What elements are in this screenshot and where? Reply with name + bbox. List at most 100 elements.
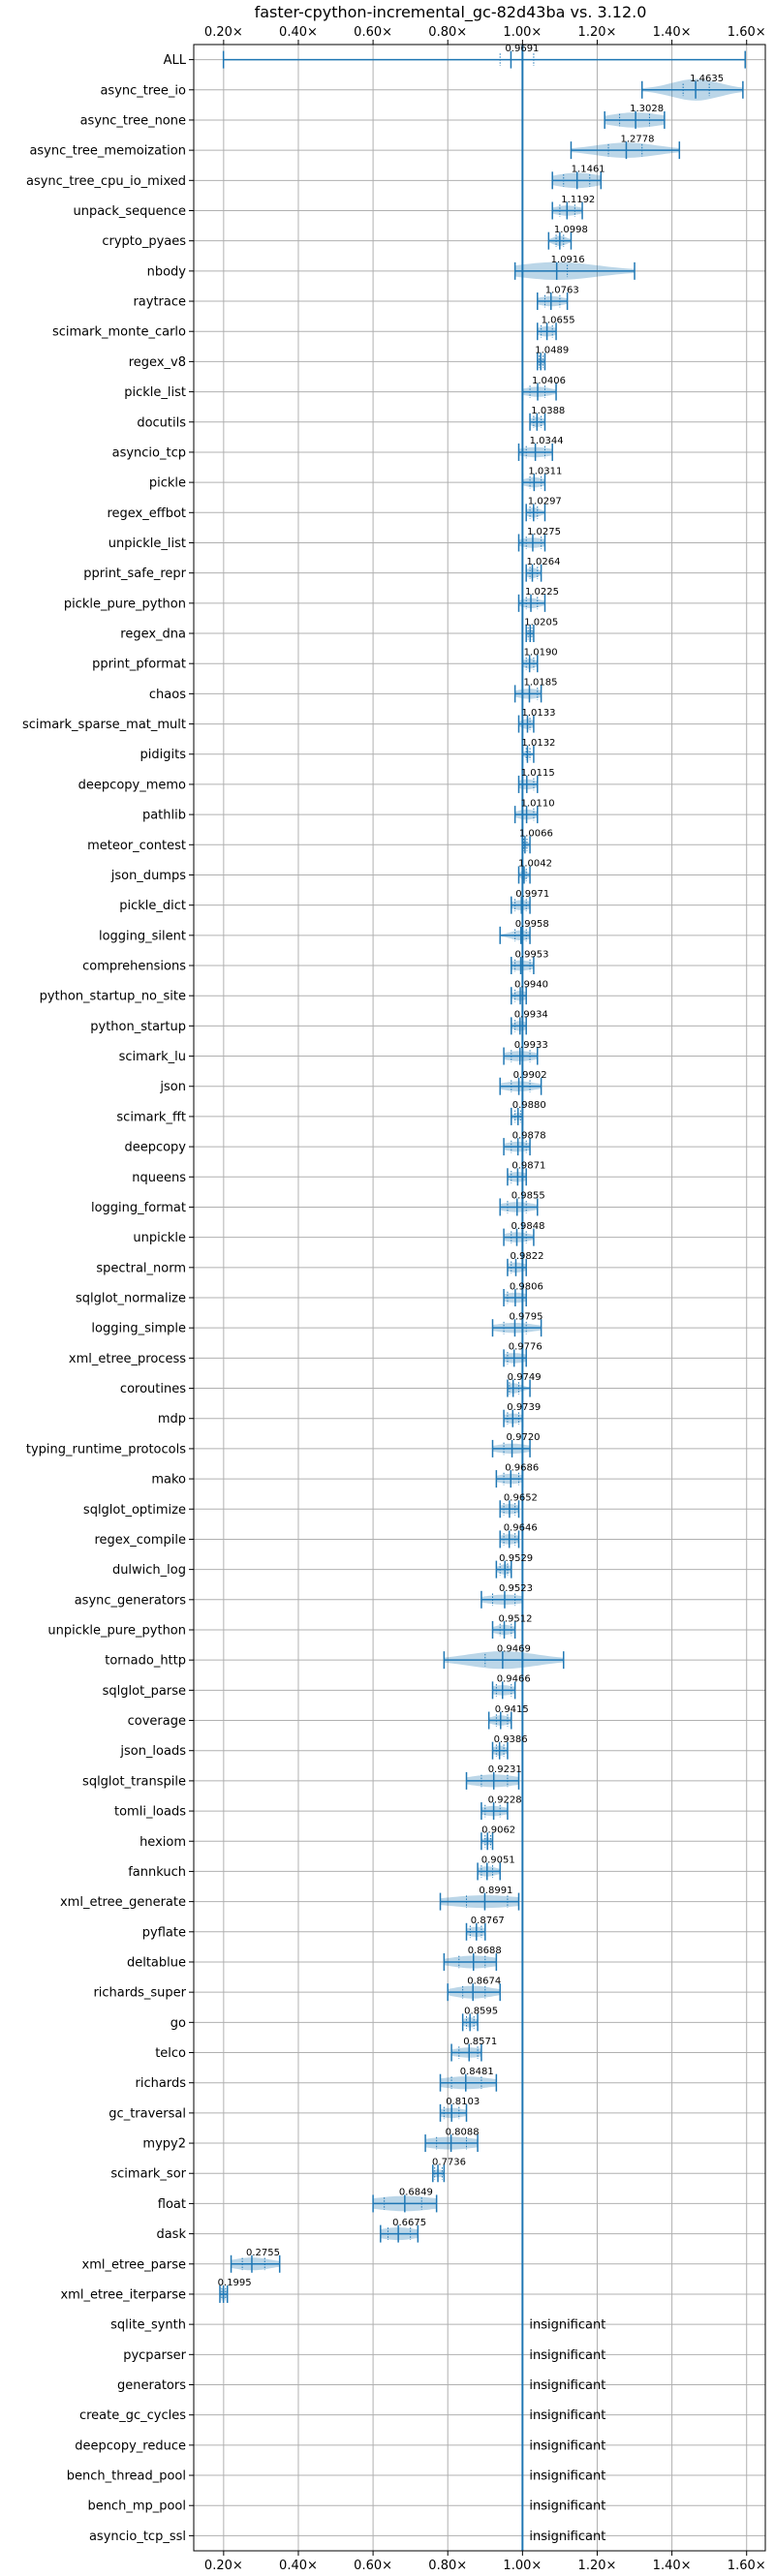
value-label: 0.8688	[468, 1946, 502, 1956]
value-label: 0.8767	[471, 1916, 505, 1926]
value-label: 0.9958	[515, 919, 549, 930]
benchmark-label: sqlglot_optimize	[83, 1503, 186, 1518]
value-label: 1.0066	[519, 829, 553, 840]
benchmark-label: pidigits	[140, 748, 187, 762]
value-label: 1.0110	[521, 798, 555, 809]
violins	[219, 45, 746, 2551]
benchmark-label: bench_thread_pool	[67, 2469, 186, 2484]
value-label: 1.0264	[527, 557, 561, 567]
value-label: 1.0406	[532, 376, 566, 386]
benchmark-label: raytrace	[133, 295, 186, 310]
benchmark-label: typing_runtime_protocols	[26, 1442, 186, 1457]
value-label: 0.8571	[463, 2037, 497, 2047]
benchmark-label: python_startup_no_site	[40, 990, 186, 1004]
insignificant-label: insignificant	[529, 2499, 605, 2514]
x-tick-label-top: 0.20×	[204, 25, 243, 40]
x-tick-label-bottom: 0.40×	[279, 2559, 318, 2573]
value-label: 0.9720	[507, 1432, 541, 1443]
labels: ALL async_tree_io async_tree_none async_tre…	[22, 44, 724, 2544]
value-label: 0.9231	[488, 1764, 522, 1775]
benchmark-label: dask	[156, 2227, 186, 2242]
benchmark-label: pickle	[149, 476, 186, 491]
value-label: 0.9953	[515, 949, 549, 960]
value-label: 1.0132	[521, 738, 555, 749]
value-label: 0.1995	[218, 2278, 252, 2288]
value-label: 0.9646	[504, 1523, 538, 1534]
benchmark-label: create_gc_cycles	[79, 2408, 186, 2423]
benchmark-label: xml_etree_parse	[82, 2257, 186, 2272]
benchmark-label: unpickle_pure_python	[47, 1623, 186, 1638]
benchmark-label: async_generators	[75, 1593, 187, 1608]
benchmark-label: pycparser	[123, 2348, 186, 2363]
benchmark-label: coverage	[128, 1714, 186, 1729]
benchmark-label: sqlglot_parse	[103, 1684, 186, 1699]
value-label: 0.9523	[499, 1583, 533, 1594]
value-label: 1.4635	[690, 74, 724, 84]
value-label: 1.0998	[554, 225, 588, 235]
insignificant-label: insignificant	[529, 2378, 605, 2393]
benchmark-label: mdp	[158, 1412, 186, 1426]
value-label: 0.9934	[514, 1010, 548, 1021]
value-label: 0.9871	[512, 1161, 545, 1172]
value-label: 0.9686	[505, 1462, 539, 1473]
x-tick-label-bottom: 0.80×	[428, 2559, 467, 2573]
value-label: 0.9691	[505, 44, 539, 54]
benchmark-label: deepcopy_memo	[78, 778, 186, 792]
benchmark-label: scimark_lu	[119, 1050, 186, 1064]
value-label: 0.9512	[499, 1613, 533, 1624]
benchmark-label: gc_traversal	[108, 2106, 186, 2121]
value-label: 0.8481	[460, 2067, 494, 2077]
benchmark-label: deepcopy	[124, 1141, 186, 1155]
benchmark-label: xml_etree_process	[69, 1352, 186, 1366]
benchmark-label: pyflate	[142, 1925, 186, 1940]
benchmark-label: unpickle_list	[108, 537, 186, 551]
value-label: 1.0388	[531, 406, 565, 416]
value-label: 1.0311	[528, 466, 562, 476]
benchmark-label: regex_effbot	[107, 506, 186, 521]
benchmark-label: generators	[117, 2378, 186, 2393]
insignificant-label: insignificant	[529, 2348, 605, 2363]
x-tick-label-bottom: 1.00×	[503, 2559, 542, 2573]
benchmark-label: go	[170, 2016, 186, 2031]
benchmark-label: meteor_contest	[87, 839, 186, 853]
benchmark-label: chaos	[149, 688, 186, 702]
benchmark-label: docutils	[137, 415, 186, 430]
benchmark-label: logging_silent	[99, 929, 186, 943]
benchmark-label: sqlite_synth	[110, 2318, 186, 2333]
value-label: 0.9415	[495, 1704, 529, 1715]
value-label: 0.9933	[514, 1040, 548, 1051]
value-label: 0.9051	[481, 1855, 515, 1866]
benchmark-label: telco	[155, 2046, 186, 2061]
value-label: 0.2755	[246, 2248, 280, 2258]
value-label: 0.8991	[479, 1886, 512, 1896]
value-label: 0.6675	[392, 2218, 426, 2228]
value-label: 1.3028	[630, 104, 664, 114]
benchmark-label: json_dumps	[110, 869, 186, 883]
benchmark-label: deepcopy_reduce	[75, 2438, 186, 2453]
value-label: 0.9902	[513, 1070, 547, 1081]
value-label: 1.0489	[535, 346, 569, 356]
benchmark-label: async_tree_io	[100, 83, 186, 98]
x-tick-label-top: 0.80×	[428, 25, 467, 40]
benchmark-label: bench_mp_pool	[87, 2499, 186, 2514]
value-label: 0.9749	[508, 1372, 542, 1383]
value-label: 0.9776	[509, 1342, 542, 1353]
insignificant-label: insignificant	[529, 2438, 605, 2453]
benchmark-label: scimark_monte_carlo	[52, 325, 186, 340]
value-label: 1.0190	[524, 647, 558, 658]
x-tick-label-top: 0.60×	[354, 25, 392, 40]
benchmark-label: tornado_http	[105, 1654, 186, 1669]
benchmark-label: async_tree_memoization	[29, 144, 186, 159]
benchmark-label: pickle_dict	[119, 899, 186, 913]
value-label: 1.0916	[551, 255, 585, 265]
benchmark-label: pickle_list	[124, 385, 186, 400]
value-label: 0.9466	[497, 1674, 531, 1685]
value-label: 0.9739	[507, 1402, 541, 1413]
x-tick-label-bottom: 1.60×	[728, 2559, 766, 2573]
value-label: 0.9971	[515, 889, 549, 900]
benchmark-label: async_tree_none	[80, 113, 186, 128]
benchmark-label: float	[158, 2197, 186, 2212]
benchmark-label: regex_compile	[94, 1533, 186, 1548]
benchmark-label: hexiom	[140, 1835, 186, 1850]
grid-lines	[194, 45, 765, 2551]
